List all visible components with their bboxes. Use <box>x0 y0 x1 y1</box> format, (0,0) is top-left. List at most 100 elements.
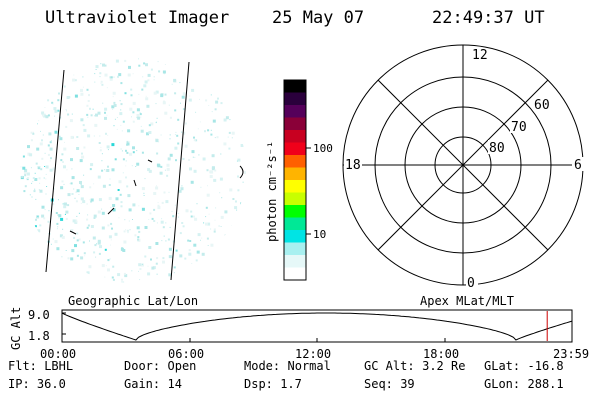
emission-pixel <box>137 236 140 239</box>
x-tick-1200: 12:00 <box>295 347 331 361</box>
gc-alt-axis-title: GC Alt <box>9 307 23 350</box>
emission-pixel <box>53 188 55 190</box>
emission-pixel <box>213 230 216 233</box>
emission-pixel <box>173 78 177 82</box>
mlt-label-6: 6 <box>574 158 582 173</box>
emission-pixel <box>53 107 57 111</box>
emission-pixel <box>116 128 118 130</box>
emission-pixel <box>165 222 167 224</box>
emission-pixel <box>159 171 163 175</box>
emission-pixel <box>181 222 184 224</box>
emission-pixel <box>125 176 127 178</box>
emission-pixel <box>160 165 163 168</box>
emission-pixel <box>98 252 101 255</box>
emission-pixel <box>52 238 54 240</box>
emission-pixel <box>95 65 99 69</box>
emission-pixel <box>175 249 178 252</box>
emission-pixel <box>83 174 85 176</box>
emission-pixel <box>237 175 239 178</box>
emission-pixel <box>140 116 142 118</box>
emission-pixel <box>155 139 159 143</box>
emission-pixel <box>143 84 147 88</box>
emission-pixel <box>40 168 43 171</box>
emission-pixel <box>223 118 227 122</box>
emission-pixel <box>47 144 50 147</box>
emission-pixel <box>181 131 183 133</box>
emission-pixel <box>203 222 205 224</box>
mlat-label-70: 70 <box>511 120 527 135</box>
emission-pixel <box>155 262 158 265</box>
emission-pixel <box>156 257 159 260</box>
emission-pixel <box>87 272 90 274</box>
emission-pixel <box>122 172 124 174</box>
emission-pixel <box>126 142 130 146</box>
emission-pixel <box>129 229 131 231</box>
emission-pixel <box>192 215 195 218</box>
emission-pixel <box>66 169 68 171</box>
emission-pixel <box>199 121 201 123</box>
emission-pixel <box>114 158 117 161</box>
emission-pixel <box>138 230 141 233</box>
emission-pixel <box>236 160 238 162</box>
emission-pixel <box>163 73 165 75</box>
emission-pixel <box>64 213 66 215</box>
emission-pixel <box>227 136 229 138</box>
emission-pixel <box>57 99 60 102</box>
emission-pixel <box>60 159 63 162</box>
emission-pixel <box>124 219 126 221</box>
emission-pixel <box>146 132 149 136</box>
emission-pixel <box>92 236 96 240</box>
emission-pixel <box>210 170 214 174</box>
limb-mark <box>239 165 244 179</box>
emission-pixel <box>49 160 51 162</box>
emission-pixel <box>65 217 68 220</box>
emission-pixel <box>114 118 116 120</box>
colorbar-segment <box>284 255 306 268</box>
emission-pixel <box>50 157 52 160</box>
colorbar-segment <box>284 167 306 181</box>
emission-pixel <box>214 219 216 221</box>
emission-pixel <box>84 255 86 257</box>
emission-pixel <box>162 260 165 264</box>
emission-pixel <box>205 206 208 209</box>
emission-pixel <box>228 147 231 150</box>
emission-pixel <box>240 202 243 205</box>
emission-pixel <box>70 229 74 232</box>
emission-pixel <box>35 162 38 165</box>
colorbar-segment <box>284 242 306 256</box>
status-label: IP: <box>8 377 30 391</box>
emission-pixel <box>93 135 95 137</box>
colorbar-unit-label: photon cm⁻²s⁻¹ <box>265 141 279 242</box>
emission-pixel <box>163 235 165 237</box>
emission-pixel <box>113 76 115 78</box>
emission-pixel <box>163 191 166 194</box>
altitude-timeline: Geographic Lat/Lon Apex MLat/MLT GC Alt … <box>9 294 589 361</box>
emission-pixel <box>80 118 84 122</box>
colorbar-segment <box>284 217 306 231</box>
emission-pixel <box>83 146 86 149</box>
emission-pixel <box>58 217 60 219</box>
emission-pixel <box>34 178 38 181</box>
emission-pixel <box>126 140 129 143</box>
emission-pixel <box>90 163 94 167</box>
colorbar-segment <box>284 142 306 156</box>
emission-pixel <box>122 120 125 123</box>
status-label: GLon: <box>484 377 521 391</box>
emission-pixel <box>49 141 52 144</box>
emission-pixel <box>194 217 198 221</box>
emission-pixel <box>144 255 147 258</box>
emission-pixel <box>32 181 34 183</box>
emission-pixel <box>120 148 122 150</box>
emission-pixel <box>149 212 152 215</box>
emission-pixel <box>117 189 120 191</box>
emission-pixel <box>129 152 133 156</box>
emission-pixel <box>78 238 81 241</box>
emission-pixel <box>187 239 190 242</box>
emission-pixel <box>38 120 40 122</box>
emission-pixel <box>99 149 102 152</box>
emission-pixel <box>220 102 223 105</box>
emission-pixel <box>79 181 82 184</box>
emission-pixel <box>38 189 40 191</box>
emission-pixel <box>65 210 69 214</box>
emission-pixel <box>60 217 64 221</box>
